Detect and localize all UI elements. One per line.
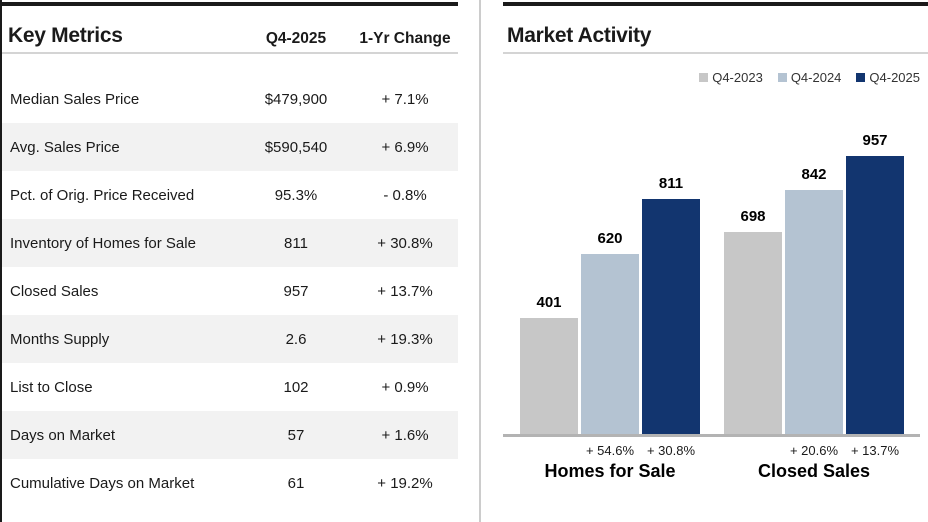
metric-change: + 0.9% [381, 378, 429, 396]
metric-value: 61 [287, 474, 305, 492]
metric-value: 102 [283, 378, 309, 396]
metric-change: + 1.6% [381, 426, 429, 444]
legend-item: Q4-2023 [699, 70, 763, 85]
chart-legend: Q4-2023 Q4-2024 Q4-2025 [503, 69, 928, 85]
metric-change: + 13.7% [377, 282, 433, 300]
market-activity-top-rule [503, 2, 928, 6]
metric-change: + 19.3% [377, 330, 433, 348]
table-row: Days on Market 57 + 1.6% [2, 411, 458, 459]
bar-value-label: 957 [862, 132, 888, 149]
bar-pct-change-label: + 20.6% [789, 443, 839, 458]
metric-label: Days on Market [10, 426, 116, 444]
legend-item: Q4-2025 [856, 70, 920, 85]
bar-value-label: 698 [740, 208, 766, 225]
metric-value: 957 [283, 282, 309, 300]
legend-swatch-icon [777, 72, 787, 82]
header-underline [2, 52, 458, 54]
metric-label: Median Sales Price [10, 90, 140, 108]
panel-divider [479, 0, 481, 522]
metric-value: 2.6 [285, 330, 307, 348]
bar [520, 318, 578, 434]
table-row: List to Close 102 + 0.9% [2, 363, 458, 411]
table-row: Inventory of Homes for Sale 811 + 30.8% [2, 219, 458, 267]
bar [642, 199, 700, 434]
metric-label: Cumulative Days on Market [10, 474, 195, 492]
metric-value: $590,540 [264, 138, 328, 156]
metric-label: Avg. Sales Price [10, 138, 120, 156]
table-row: Pct. of Orig. Price Received 95.3% - 0.8% [2, 171, 458, 219]
column-header-q4-2025: Q4-2025 [265, 29, 327, 47]
legend-swatch-icon [699, 72, 709, 82]
bar-pct-change-label: + 54.6% [585, 443, 635, 458]
bar-value-label: 620 [597, 230, 623, 247]
metric-label: Closed Sales [10, 282, 99, 300]
bar [724, 232, 782, 434]
bar-chart: 401 620 + 54.6% 811 + 30.8% Homes for Sale 698… [503, 87, 928, 512]
table-row: Cumulative Days on Market 61 + 19.2% [2, 459, 458, 507]
category-label: Homes for Sale [544, 461, 676, 481]
column-header-1yr-change: 1-Yr Change [359, 29, 451, 47]
category-label: Closed Sales [757, 461, 871, 481]
table-row: Closed Sales 957 + 13.7% [2, 267, 458, 315]
x-axis-line [503, 434, 920, 437]
metric-label: Months Supply [10, 330, 110, 348]
legend-label: Q4-2023 [712, 69, 763, 85]
metric-value: $479,900 [264, 90, 328, 108]
bar-pct-change-label: + 30.8% [646, 443, 696, 458]
table-row: Median Sales Price $479,900 + 7.1% [2, 75, 458, 123]
bar [846, 156, 904, 434]
key-metrics-panel: Key Metrics Q4-2025 1-Yr Change Median S… [2, 0, 458, 507]
metric-value: 95.3% [274, 186, 318, 204]
legend-label: Q4-2024 [790, 69, 842, 85]
metric-change: - 0.8% [383, 186, 427, 204]
legend-item: Q4-2024 [777, 69, 842, 85]
metric-change: + 30.8% [377, 234, 433, 252]
chart-title-row: Market Activity [503, 6, 928, 52]
table-row: Avg. Sales Price $590,540 + 6.9% [2, 123, 458, 171]
metric-change: + 7.1% [381, 90, 429, 108]
key-metrics-title: Key Metrics [8, 24, 123, 47]
bar-value-label: 842 [801, 166, 827, 183]
key-metrics-top-rule [2, 2, 458, 6]
market-activity-panel: Market Activity Q4-2023 Q4-2024 Q4-2025 40… [503, 0, 928, 512]
table-row: Months Supply 2.6 + 19.3% [2, 315, 458, 363]
metric-value: 57 [287, 426, 305, 444]
page-left-border [0, 0, 2, 522]
bar [581, 254, 639, 434]
metric-label: Pct. of Orig. Price Received [10, 186, 195, 204]
metric-change: + 19.2% [377, 474, 433, 492]
metric-change: + 6.9% [381, 138, 429, 156]
legend-swatch-icon [856, 72, 866, 82]
chart-title-underline [503, 52, 928, 54]
bar-pct-change-label: + 13.7% [850, 443, 900, 458]
metric-value: 811 [284, 234, 308, 252]
metrics-table-header: Key Metrics Q4-2025 1-Yr Change [2, 6, 458, 52]
chart-title: Market Activity [507, 24, 652, 47]
metric-label: Inventory of Homes for Sale [10, 234, 196, 252]
legend-label: Q4-2025 [869, 69, 920, 85]
bar-value-label: 401 [536, 294, 562, 311]
metrics-table-body: Median Sales Price $479,900 + 7.1% Avg. Sal… [2, 75, 458, 507]
metric-label: List to Close [10, 378, 93, 396]
bar [785, 190, 843, 434]
bar-value-label: 811 [658, 175, 684, 192]
